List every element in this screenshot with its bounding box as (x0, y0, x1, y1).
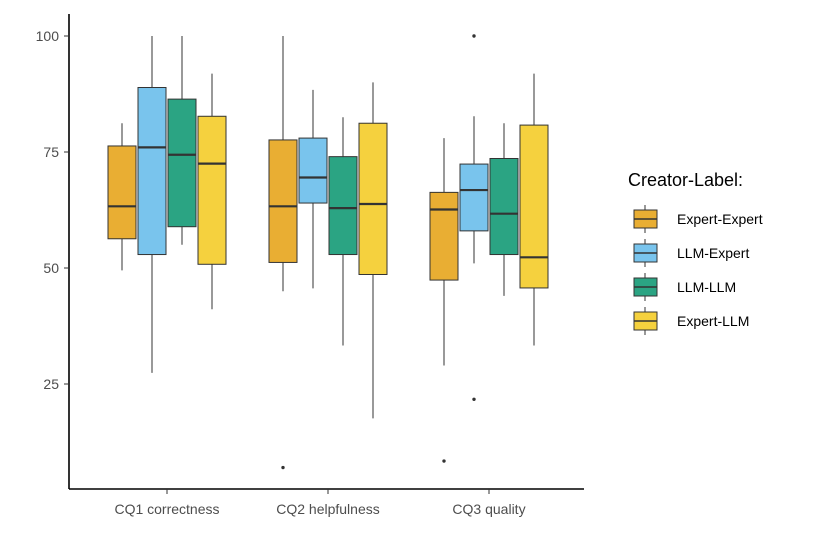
box-llm-llm-1 (167, 36, 197, 245)
legend-item-expert-llm: Expert-LLM (633, 307, 749, 335)
box-iqr (268, 139, 298, 263)
x-tick-label: CQ3 quality (452, 501, 525, 517)
boxes-layer (107, 34, 549, 470)
box-llm-llm-3 (489, 123, 519, 296)
legend-title: Creator-Label: (628, 170, 743, 190)
box-iqr (429, 191, 459, 281)
legend-item-llm-expert: LLM-Expert (633, 239, 749, 267)
box-llm-expert-3 (459, 34, 489, 402)
x-tick-label: CQ2 helpfulness (276, 501, 380, 517)
y-tick-label: 25 (43, 376, 59, 392)
box-llm-expert-1 (137, 36, 167, 373)
box-iqr (298, 137, 328, 204)
y-axis-ticks: 25 50 75 100 (36, 28, 69, 392)
box-expert-llm-1 (197, 73, 227, 310)
box-iqr (459, 163, 489, 232)
legend: Creator-Label: Expert-Expert LLM-Expert LL… (628, 170, 763, 335)
outlier-point (472, 397, 476, 402)
outlier-point (442, 459, 446, 463)
legend-label: LLM-Expert (677, 245, 749, 261)
box-iqr (489, 157, 519, 256)
box-iqr (358, 122, 388, 275)
y-tick-label: 75 (43, 144, 59, 160)
legend-label: Expert-Expert (677, 211, 763, 227)
box-iqr (107, 145, 137, 240)
x-tick-label: CQ1 correctness (114, 501, 219, 517)
outlier-point (281, 465, 285, 470)
box-expert-expert-2 (268, 36, 298, 470)
legend-item-llm-llm: LLM-LLM (633, 273, 736, 301)
outlier-point (472, 34, 476, 38)
box-iqr (137, 87, 167, 256)
box-expert-expert-3 (429, 138, 459, 463)
box-llm-llm-2 (328, 117, 358, 346)
box-iqr (328, 156, 358, 256)
legend-item-expert-expert: Expert-Expert (633, 205, 763, 233)
box-iqr (519, 124, 549, 289)
box-iqr (197, 115, 227, 265)
legend-label: LLM-LLM (677, 279, 736, 295)
box-expert-llm-3 (519, 73, 549, 346)
box-expert-expert-1 (107, 123, 137, 271)
y-tick-label: 100 (36, 28, 60, 44)
y-tick-label: 50 (43, 260, 59, 276)
box-llm-expert-2 (298, 89, 328, 289)
x-axis-ticks: CQ1 correctness CQ2 helpfulness CQ3 qualit… (114, 489, 526, 517)
legend-items: Expert-Expert LLM-Expert LLM-LLM Expert-LLM (633, 205, 763, 335)
box-iqr (167, 98, 197, 228)
box-expert-llm-2 (358, 82, 388, 419)
legend-label: Expert-LLM (677, 313, 749, 329)
